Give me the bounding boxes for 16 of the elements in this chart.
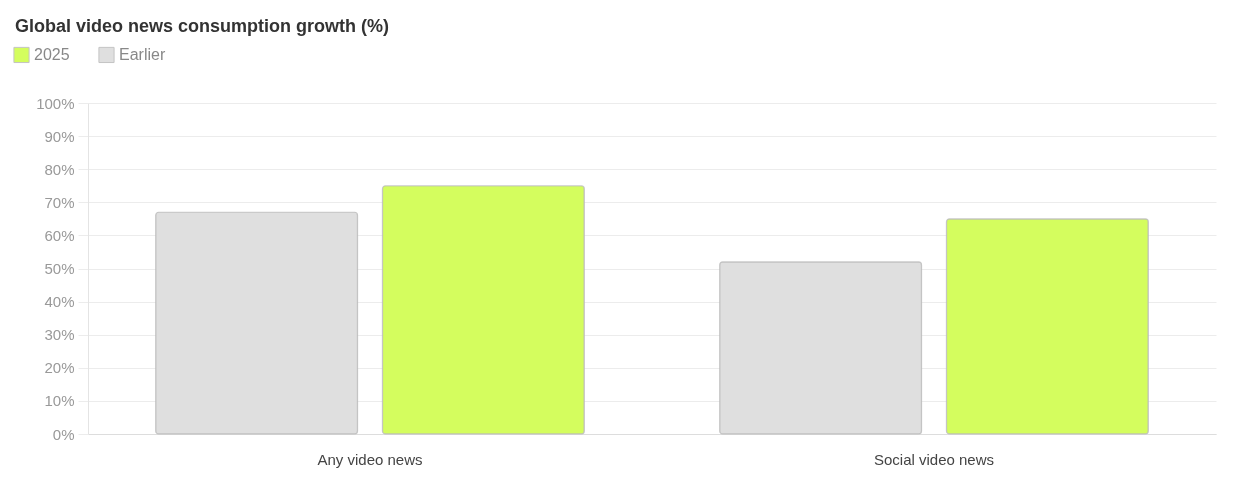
- y-tick-label: 70%: [44, 193, 75, 211]
- y-tick-label: 100%: [36, 94, 75, 112]
- x-tick-label: Any video news: [317, 450, 423, 468]
- legend-label: Earlier: [119, 45, 166, 63]
- y-tick-label: 80%: [44, 160, 75, 178]
- y-tick-label: 60%: [44, 226, 75, 244]
- y-tick-label: 10%: [44, 392, 75, 410]
- y-tick-label: 90%: [44, 127, 75, 145]
- y-tick-label: 20%: [44, 359, 75, 377]
- y-tick-label: 40%: [44, 293, 75, 311]
- y-tick-label: 0%: [52, 425, 75, 443]
- x-tick-label: Social video news: [873, 450, 995, 468]
- legend-label: 2025: [34, 45, 70, 63]
- y-tick-label: 30%: [44, 326, 75, 344]
- y-tick-label: 50%: [44, 260, 75, 277]
- chart-title: Global video news consumption growth (%): [15, 16, 390, 36]
